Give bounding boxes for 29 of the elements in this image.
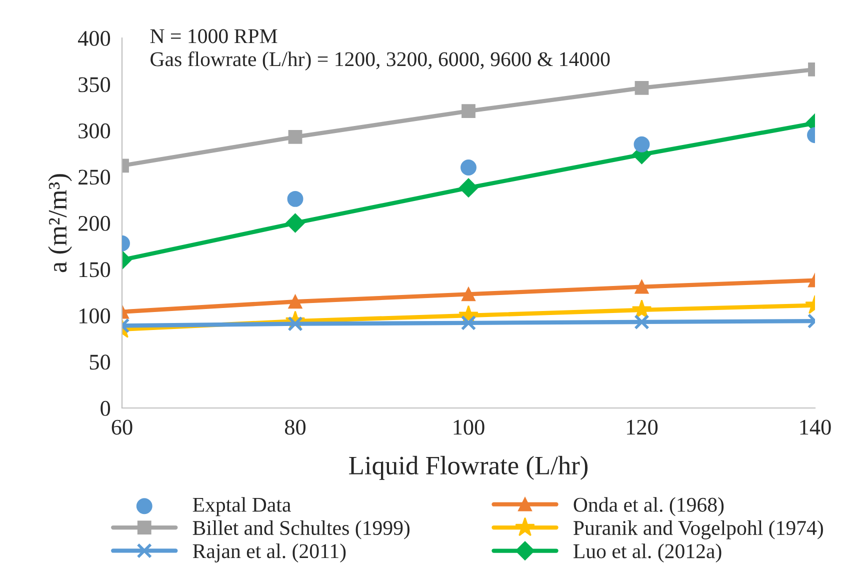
y-tick-label: 400 <box>78 30 110 46</box>
x-tick-label: 120 <box>627 420 658 435</box>
legend-label: Rajan et al. (2011) <box>192 544 346 562</box>
point <box>462 287 476 302</box>
legend-label: Exptal Data <box>192 497 291 516</box>
legend-label: Puranik and Vogelpohl (1974) <box>574 520 823 540</box>
y-tick-label: 350 <box>78 77 110 92</box>
x-tick-label: 60 <box>112 420 132 435</box>
legend-label: Luo et al. (2012a) <box>574 544 722 562</box>
y-tick-label: 300 <box>78 123 110 138</box>
annotation: Gas flowrate (L/hr) = 1200, 3200, 6000, 9600 & 14000 <box>150 51 610 70</box>
y-tick-label: 100 <box>80 308 110 324</box>
legend-label: Onda et al. (1968) <box>574 497 724 516</box>
point <box>460 315 476 331</box>
point <box>458 178 478 198</box>
legend-label: Billet and Schultes (1999) <box>192 520 410 540</box>
annotation: N = 1000 RPM <box>150 29 278 44</box>
x-tick-label: 80 <box>284 420 306 435</box>
point <box>462 104 476 118</box>
y-tick-label: 250 <box>78 170 110 185</box>
x-tick-label: 140 <box>800 420 831 435</box>
y-tick-label: 50 <box>90 354 110 370</box>
y-axis-title: a (m²/m³) <box>48 174 72 272</box>
point <box>460 160 476 176</box>
x-axis-title: Liquid Flowrate (L/hr) <box>349 456 588 480</box>
y-tick-label: 0 <box>100 400 110 416</box>
x-tick-label: 100 <box>454 420 484 435</box>
y-tick-label: 200 <box>78 216 110 231</box>
y-tick-label: 150 <box>80 262 110 278</box>
